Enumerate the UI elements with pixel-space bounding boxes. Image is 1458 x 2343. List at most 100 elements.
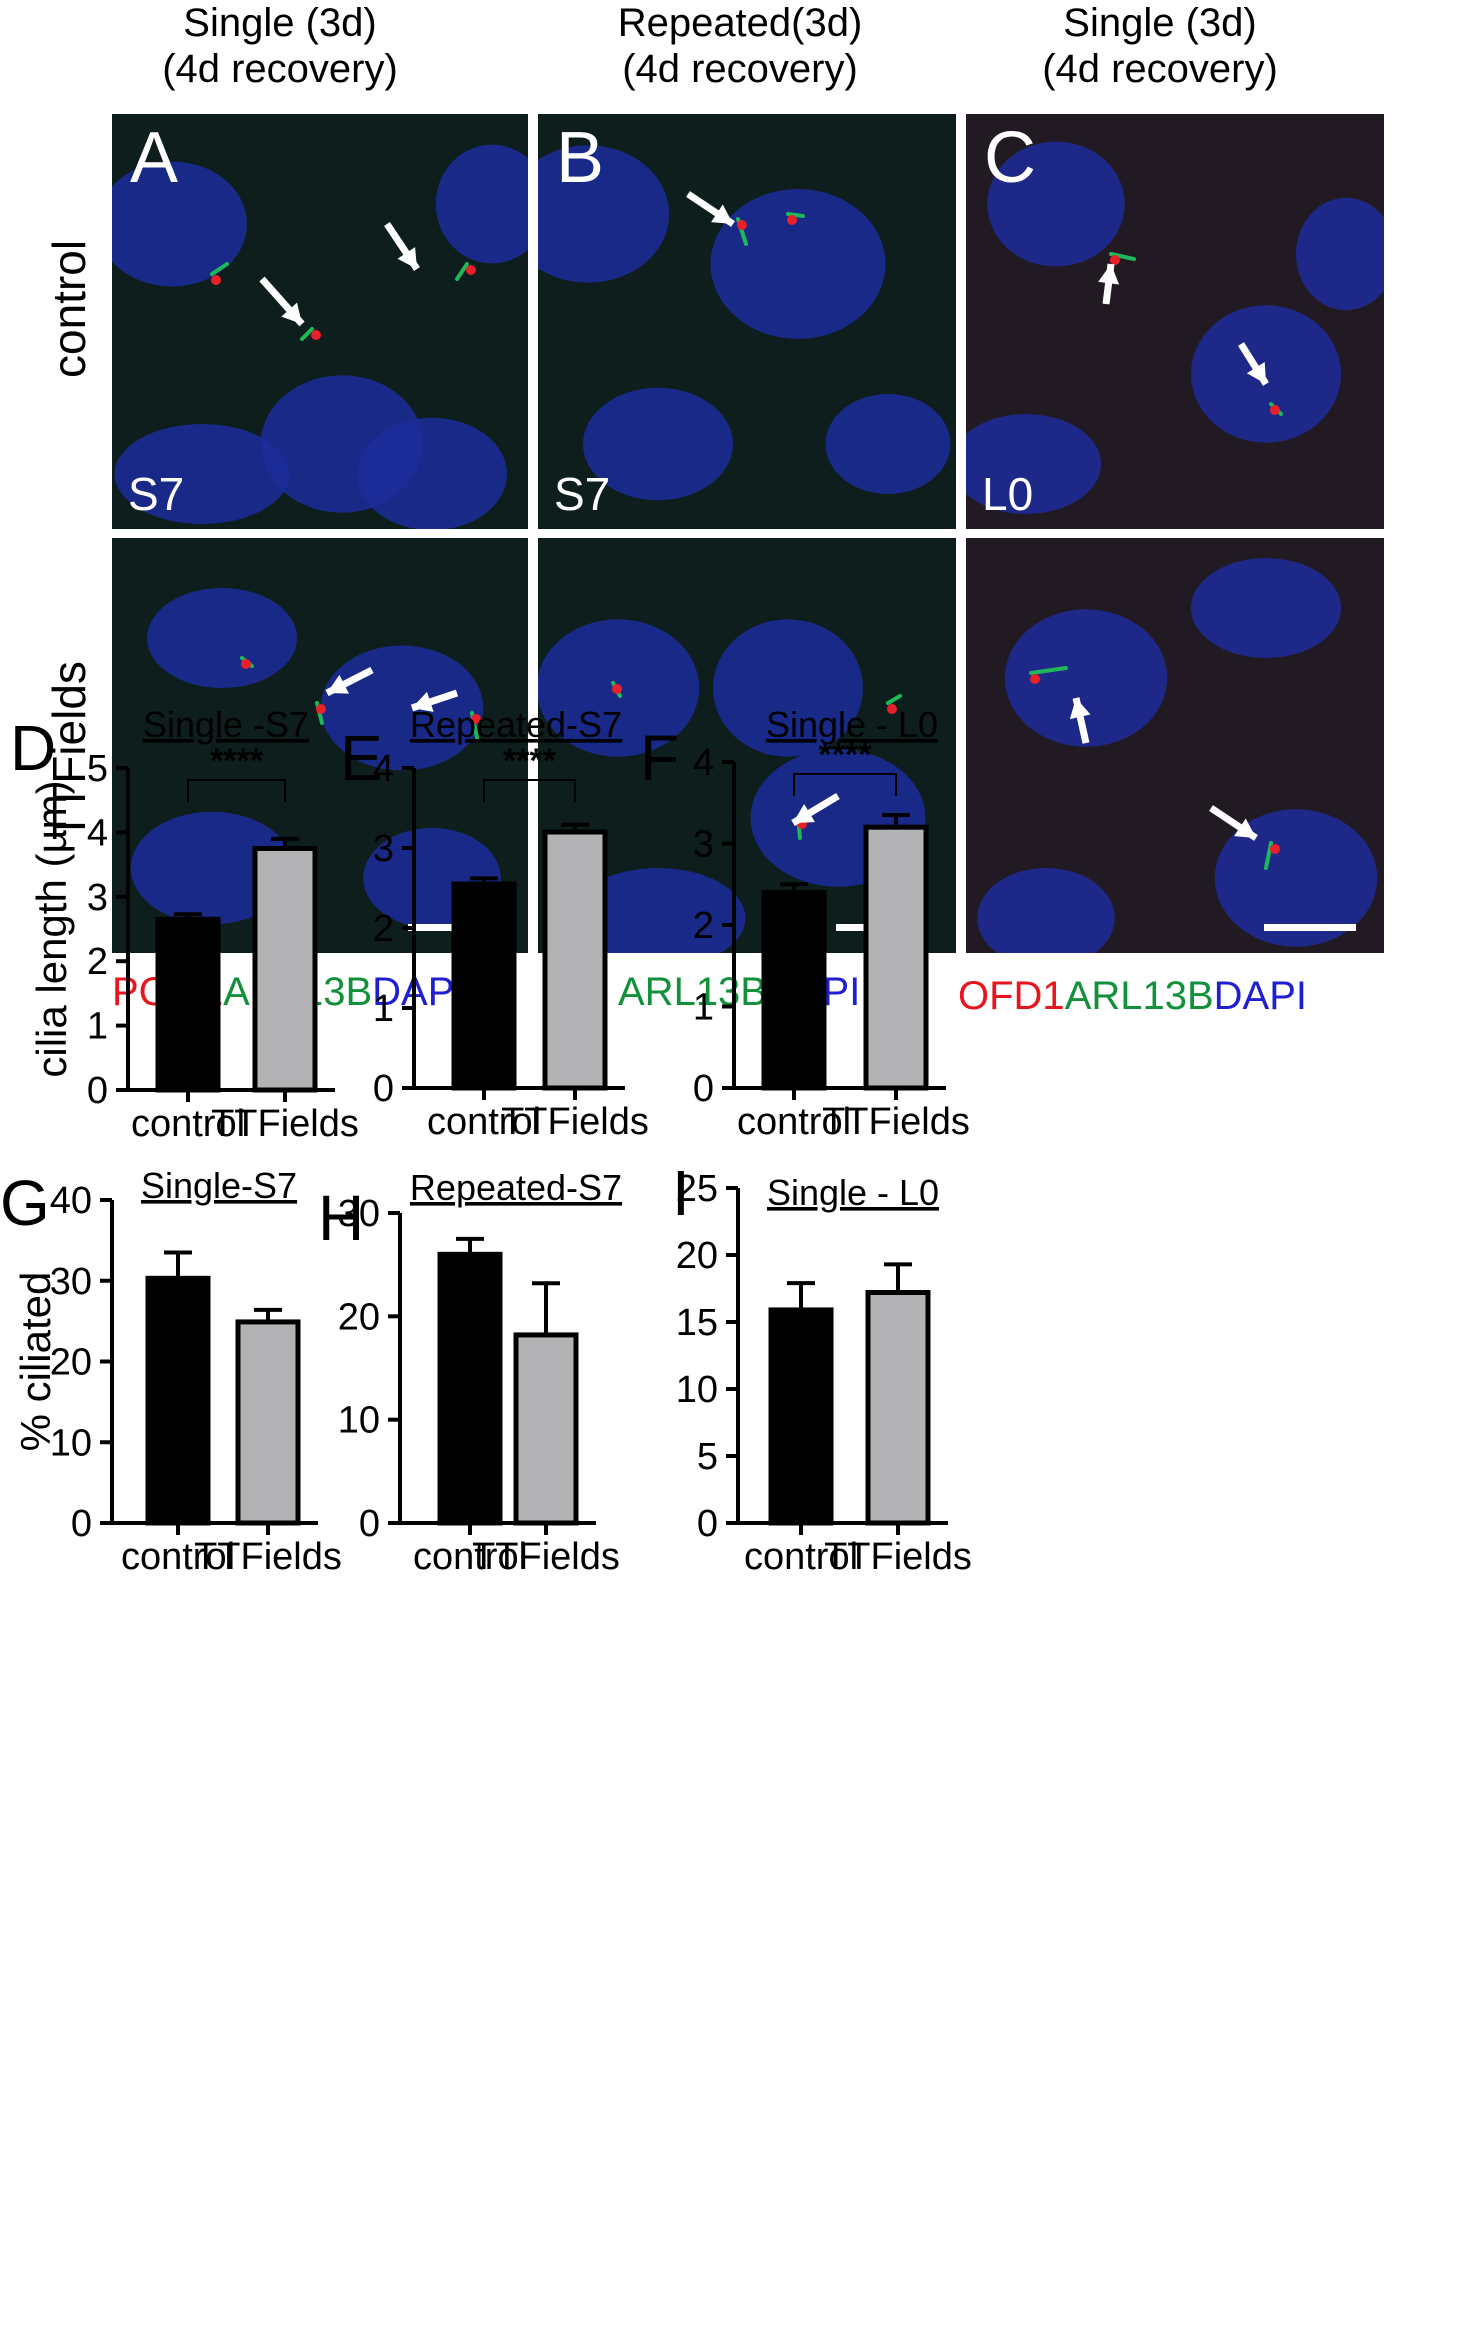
y-tick-label: 0 <box>71 1503 92 1545</box>
nucleus <box>112 161 247 287</box>
x-tick-label: control <box>744 1536 858 1578</box>
column-title-c: Single (3d) (4d recovery) <box>980 0 1340 92</box>
nucleus <box>1004 609 1168 747</box>
micrograph-image <box>538 619 926 953</box>
x-tick-label: control <box>427 1101 541 1143</box>
arrow-head <box>793 804 815 823</box>
bar-ttfields <box>235 1319 301 1526</box>
y-tick-label: 10 <box>676 1369 718 1411</box>
arrow-head <box>711 204 733 224</box>
arrow-head <box>412 691 434 712</box>
x-tick-label: control <box>413 1536 527 1578</box>
centriole <box>316 704 326 714</box>
legend-channel-arl13b: ARL13B <box>618 970 767 1014</box>
panel-letter: G <box>0 1167 50 1239</box>
y-tick-label: 40 <box>50 1180 92 1222</box>
arrow-head <box>281 302 302 324</box>
column-title-line2: (4d recovery) <box>622 47 858 91</box>
chart-title: Repeated-S7 <box>410 1167 622 1208</box>
legend-channel-ofd1: OFD1 <box>958 974 1065 1018</box>
x-tick-label: TTFields <box>822 1101 970 1143</box>
bar-ttfields <box>865 1290 931 1526</box>
panel-letter: B <box>556 118 605 198</box>
cell-line-label: S7 <box>128 468 185 520</box>
y-tick-label: 10 <box>50 1422 92 1464</box>
arrow-head <box>1246 362 1266 384</box>
nucleus <box>1191 305 1341 443</box>
y-tick-label: 0 <box>693 1068 714 1110</box>
arrow-head <box>327 674 349 694</box>
micrograph-image <box>966 141 1384 514</box>
bar-control <box>437 1251 503 1526</box>
legend-c: OFD1ARL13BDAPI <box>958 974 1307 1019</box>
cilium <box>210 262 229 276</box>
panel-letter: C <box>984 118 1036 198</box>
y-tick-label: 3 <box>87 877 108 919</box>
nucleus <box>977 868 1115 953</box>
nucleus <box>363 828 501 928</box>
chart-title: Single - L0 <box>767 1172 939 1213</box>
nucleus <box>320 645 484 771</box>
row-label-ttfields: TTFields <box>43 661 95 840</box>
nucleus <box>750 749 926 887</box>
micrograph-image <box>977 558 1378 953</box>
y-tick-label: 20 <box>50 1342 92 1384</box>
cell-line-label: L0 <box>982 468 1034 520</box>
x-tick-label: control <box>737 1101 851 1143</box>
y-tick-label: 0 <box>87 1070 108 1112</box>
bar-control <box>768 1307 834 1526</box>
centriole <box>1270 844 1280 854</box>
y-tick-label: 0 <box>697 1503 718 1545</box>
centriole <box>1270 405 1280 415</box>
centriole <box>1030 674 1040 684</box>
nucleus <box>435 144 528 264</box>
micrograph-c-control: C L0 <box>966 114 1384 529</box>
nucleus <box>538 145 670 283</box>
y-tick-label: 20 <box>338 1296 380 1338</box>
legend-channel-dapi: DAPI <box>1213 974 1308 1018</box>
arrow-head <box>1098 264 1120 285</box>
centriole <box>471 714 481 724</box>
legend-channel-dapi: DAPI <box>766 970 861 1014</box>
centriole <box>787 215 797 225</box>
micrograph-a-control: A S7 <box>112 114 528 529</box>
nucleus <box>713 619 863 757</box>
x-tick-label: TTFields <box>472 1536 620 1578</box>
cilium <box>1264 841 1273 870</box>
y-tick-label: 25 <box>676 1168 718 1210</box>
nucleus <box>1214 809 1378 947</box>
x-tick-label: TTFields <box>824 1536 972 1578</box>
centriole <box>737 220 747 230</box>
micrograph-a-TTFields <box>112 538 528 953</box>
cilium <box>886 694 902 705</box>
column-title-a: Single (3d) (4d recovery) <box>100 0 460 92</box>
y-tick-label: 30 <box>338 1193 380 1235</box>
y-tick-label: 15 <box>676 1302 718 1344</box>
micrograph-image <box>130 588 501 928</box>
x-tick-label: control <box>131 1103 245 1145</box>
legend-channel-arl13b: ARL13B <box>1064 974 1214 1018</box>
y-tick-label: 10 <box>338 1400 380 1442</box>
scale-bar <box>408 924 500 931</box>
nucleus <box>130 811 294 925</box>
column-title-line2: (4d recovery) <box>162 47 398 91</box>
scale-bar <box>836 924 928 931</box>
legend-b: ARL13BDAPI <box>618 970 860 1015</box>
arrow-head <box>397 247 417 269</box>
cilium <box>300 327 314 341</box>
y-tick-label: 2 <box>87 941 108 983</box>
centriole <box>466 265 476 275</box>
nucleus <box>825 394 951 494</box>
nucleus <box>147 588 297 688</box>
micrograph-b-TTFields <box>538 538 956 953</box>
cilium <box>455 262 469 281</box>
nucleus <box>114 424 290 524</box>
micrograph-b-control: B S7 <box>538 114 956 529</box>
panel-letter: I <box>672 1157 690 1229</box>
y-tick-label: 20 <box>676 1235 718 1277</box>
legend-channel-pcm1: PCM1 <box>112 970 224 1014</box>
nucleus <box>357 417 507 529</box>
legend-a: PCM1ARL13BDAPI <box>112 970 465 1015</box>
panel-letter: A <box>130 118 179 198</box>
legend-channel-arl13b: ARL13B <box>223 970 373 1014</box>
